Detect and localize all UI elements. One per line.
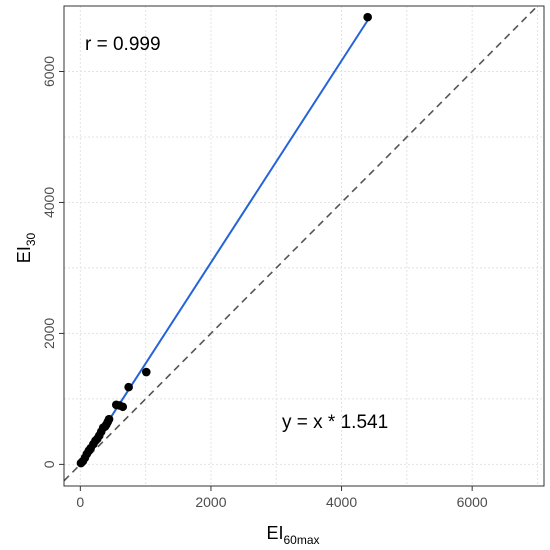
y-axis-title-sub: 30 bbox=[24, 232, 38, 246]
y-tick-label: 0 bbox=[41, 460, 57, 468]
identity-line bbox=[63, 5, 539, 482]
data-points bbox=[76, 12, 372, 468]
x-axis-title-sub: 60max bbox=[283, 533, 319, 547]
x-axis-title: EI60max bbox=[266, 523, 319, 547]
data-point bbox=[124, 382, 133, 392]
fit-line bbox=[79, 19, 369, 465]
x-tick-label: 6000 bbox=[457, 494, 488, 510]
data-point bbox=[118, 402, 128, 412]
x-tick-label: 4000 bbox=[326, 494, 357, 510]
y-axis-title-main: EI bbox=[14, 246, 34, 263]
y-tick-label: 2000 bbox=[41, 318, 57, 349]
plot-border bbox=[63, 5, 545, 487]
y-tick-label: 6000 bbox=[41, 56, 57, 87]
plot-frame bbox=[63, 5, 545, 487]
gridlines bbox=[64, 5, 544, 486]
reference-lines bbox=[63, 5, 539, 482]
axis-ticks: 0 2000 4000 6000 0 2000 4000 6000 bbox=[41, 56, 488, 510]
y-tick-label: 4000 bbox=[41, 187, 57, 218]
equation-annotation: y = x * 1.541 bbox=[282, 412, 388, 433]
x-tick-label: 0 bbox=[76, 494, 84, 510]
x-axis-title-main: EI bbox=[266, 523, 283, 543]
data-point bbox=[104, 414, 114, 424]
x-tick-label: 2000 bbox=[195, 494, 226, 510]
correlation-annotation: r = 0.999 bbox=[85, 34, 161, 55]
data-point bbox=[141, 367, 151, 377]
y-axis-title: EI30 bbox=[14, 232, 38, 263]
data-point bbox=[363, 12, 372, 22]
